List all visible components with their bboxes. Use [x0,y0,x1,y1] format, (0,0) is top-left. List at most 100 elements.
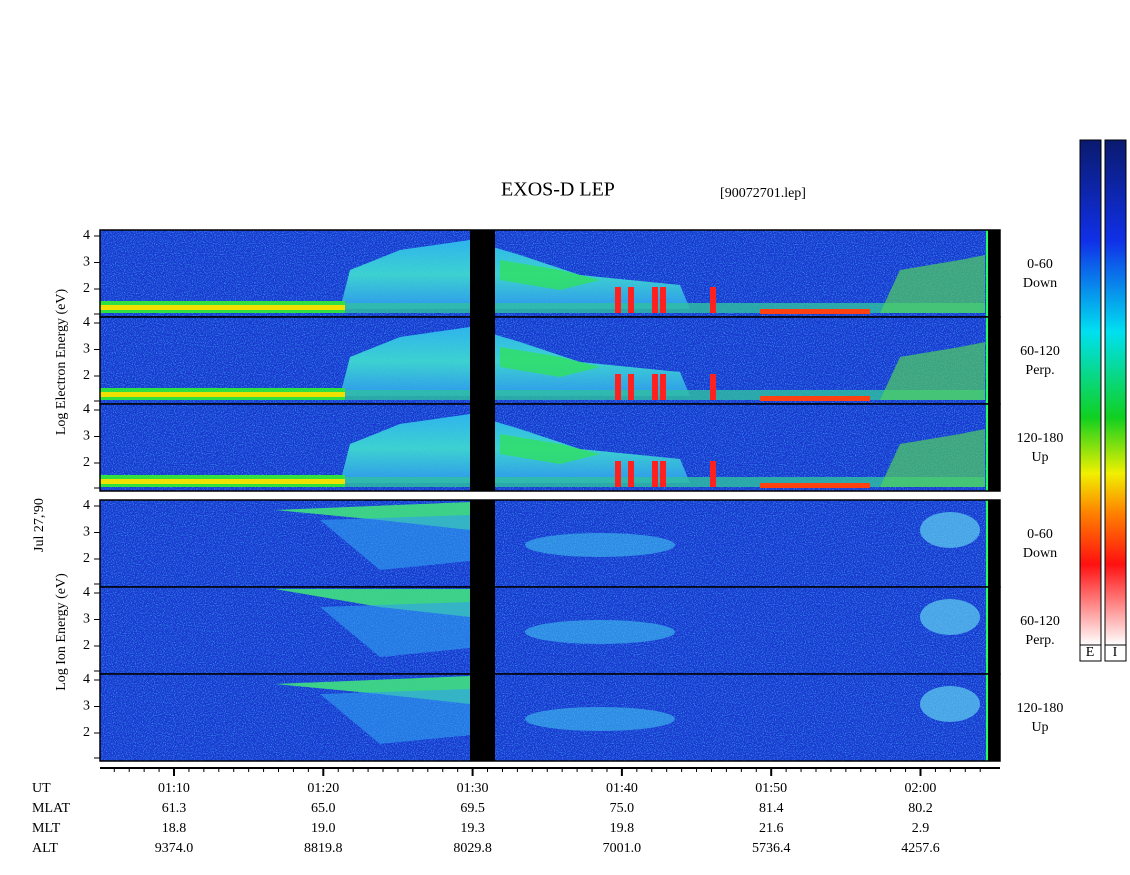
panel-edge [986,674,988,761]
y-tick-label: 3 [83,429,90,444]
y-tick-label: 2 [83,368,90,383]
electron-burst [710,374,716,400]
electron-feature [500,260,600,290]
y-tick-label: 3 [83,342,90,357]
time-label: 01:30 [457,781,489,796]
data-gap [988,500,1000,587]
panel-direction: Up [1031,450,1048,465]
date-label: Jul 27,'90 [32,498,47,552]
y-tick-label: 2 [83,455,90,470]
electron-burst [628,374,634,400]
cell: 21.6 [759,821,784,836]
row-label: MLT [32,821,61,836]
panel-direction: Down [1023,276,1057,291]
electron-band [100,479,345,484]
y-tick-label: 4 [83,402,90,417]
electron-burst [628,461,634,487]
y-tick-label: 2 [83,551,90,566]
data-gap [988,317,1000,404]
electron-feature [880,429,985,487]
colorbar-label: E [1086,645,1095,660]
panel-edge [986,317,988,404]
ion-feature [525,707,675,731]
ion-feature [920,686,980,722]
ion-feature [525,620,675,644]
cell: 81.4 [759,801,784,816]
time-label: 01:40 [606,781,638,796]
ion-axis-label: Log Ion Energy (eV) [54,573,69,691]
y-tick-label: 3 [83,612,90,627]
data-gap [470,317,495,404]
title: EXOS-D LEP [501,179,615,201]
panel-direction: Up [1031,720,1048,735]
y-tick-label: 4 [83,672,90,687]
electron-burst [652,461,658,487]
electron-band [760,309,870,314]
panel-frame [99,403,1001,492]
cell: 65.0 [311,801,336,816]
row-label: MLAT [32,801,71,816]
cell: 75.0 [610,801,635,816]
ion-feature [920,512,980,548]
colorbar [1079,139,1102,646]
cell: 19.0 [311,821,336,836]
data-gap [988,674,1000,761]
time-label: 01:50 [755,781,787,796]
data-gap [470,500,495,587]
cell: 8029.8 [453,841,492,856]
colorbar-label-box [1104,644,1127,662]
y-tick-label: 3 [83,255,90,270]
panel-frame [99,673,1001,762]
electron-burst [652,287,658,313]
data-gap [470,230,495,317]
panel-edge [986,230,988,317]
electron-burst [710,287,716,313]
electron-axis-label: Log Electron Energy (eV) [54,289,69,436]
data-gap [988,587,1000,674]
cell: 19.8 [610,821,635,836]
electron-feature [880,255,985,313]
electron-burst [710,461,716,487]
electron-burst [660,287,666,313]
y-tick-label: 4 [83,498,90,513]
colorbar-label-box [1079,644,1102,662]
cell: 4257.6 [901,841,940,856]
cell: 2.9 [912,821,930,836]
ion-feature [320,602,480,657]
cell: 7001.0 [603,841,642,856]
cell: 9374.0 [155,841,194,856]
colorbar-label: I [1113,645,1118,660]
y-tick-label: 4 [83,315,90,330]
time-axis-ticks [113,768,981,776]
y-tick-label: 3 [83,525,90,540]
electron-burst [652,374,658,400]
panel-range: 60-120 [1020,344,1060,359]
electron-band [760,396,870,401]
cell: 5736.4 [752,841,791,856]
data-gap [470,587,495,674]
cell: 8819.8 [304,841,343,856]
orbit-table: UT 01:10 01:20 01:30 01:40 01:50 02:00 MLAT 61.3… [32,781,940,856]
file-name: [90072701.lep] [720,186,806,201]
colorbar [1104,139,1127,646]
panel-edge [986,500,988,587]
time-label: 01:20 [307,781,339,796]
time-label: 01:10 [158,781,190,796]
cell: 69.5 [460,801,485,816]
electron-burst [628,287,634,313]
y-tick-label: 2 [83,725,90,740]
ion-feature [920,599,980,635]
electron-burst [615,461,621,487]
panel-edge [986,587,988,674]
data-gap [988,404,1000,491]
data-gap [470,404,495,491]
electron-burst [615,374,621,400]
row-label: ALT [32,841,58,856]
ion-feature [320,515,480,570]
electron-band [100,305,345,310]
electron-burst [615,287,621,313]
panel-range: 120-180 [1017,431,1064,446]
y-tick-label: 4 [83,228,90,243]
